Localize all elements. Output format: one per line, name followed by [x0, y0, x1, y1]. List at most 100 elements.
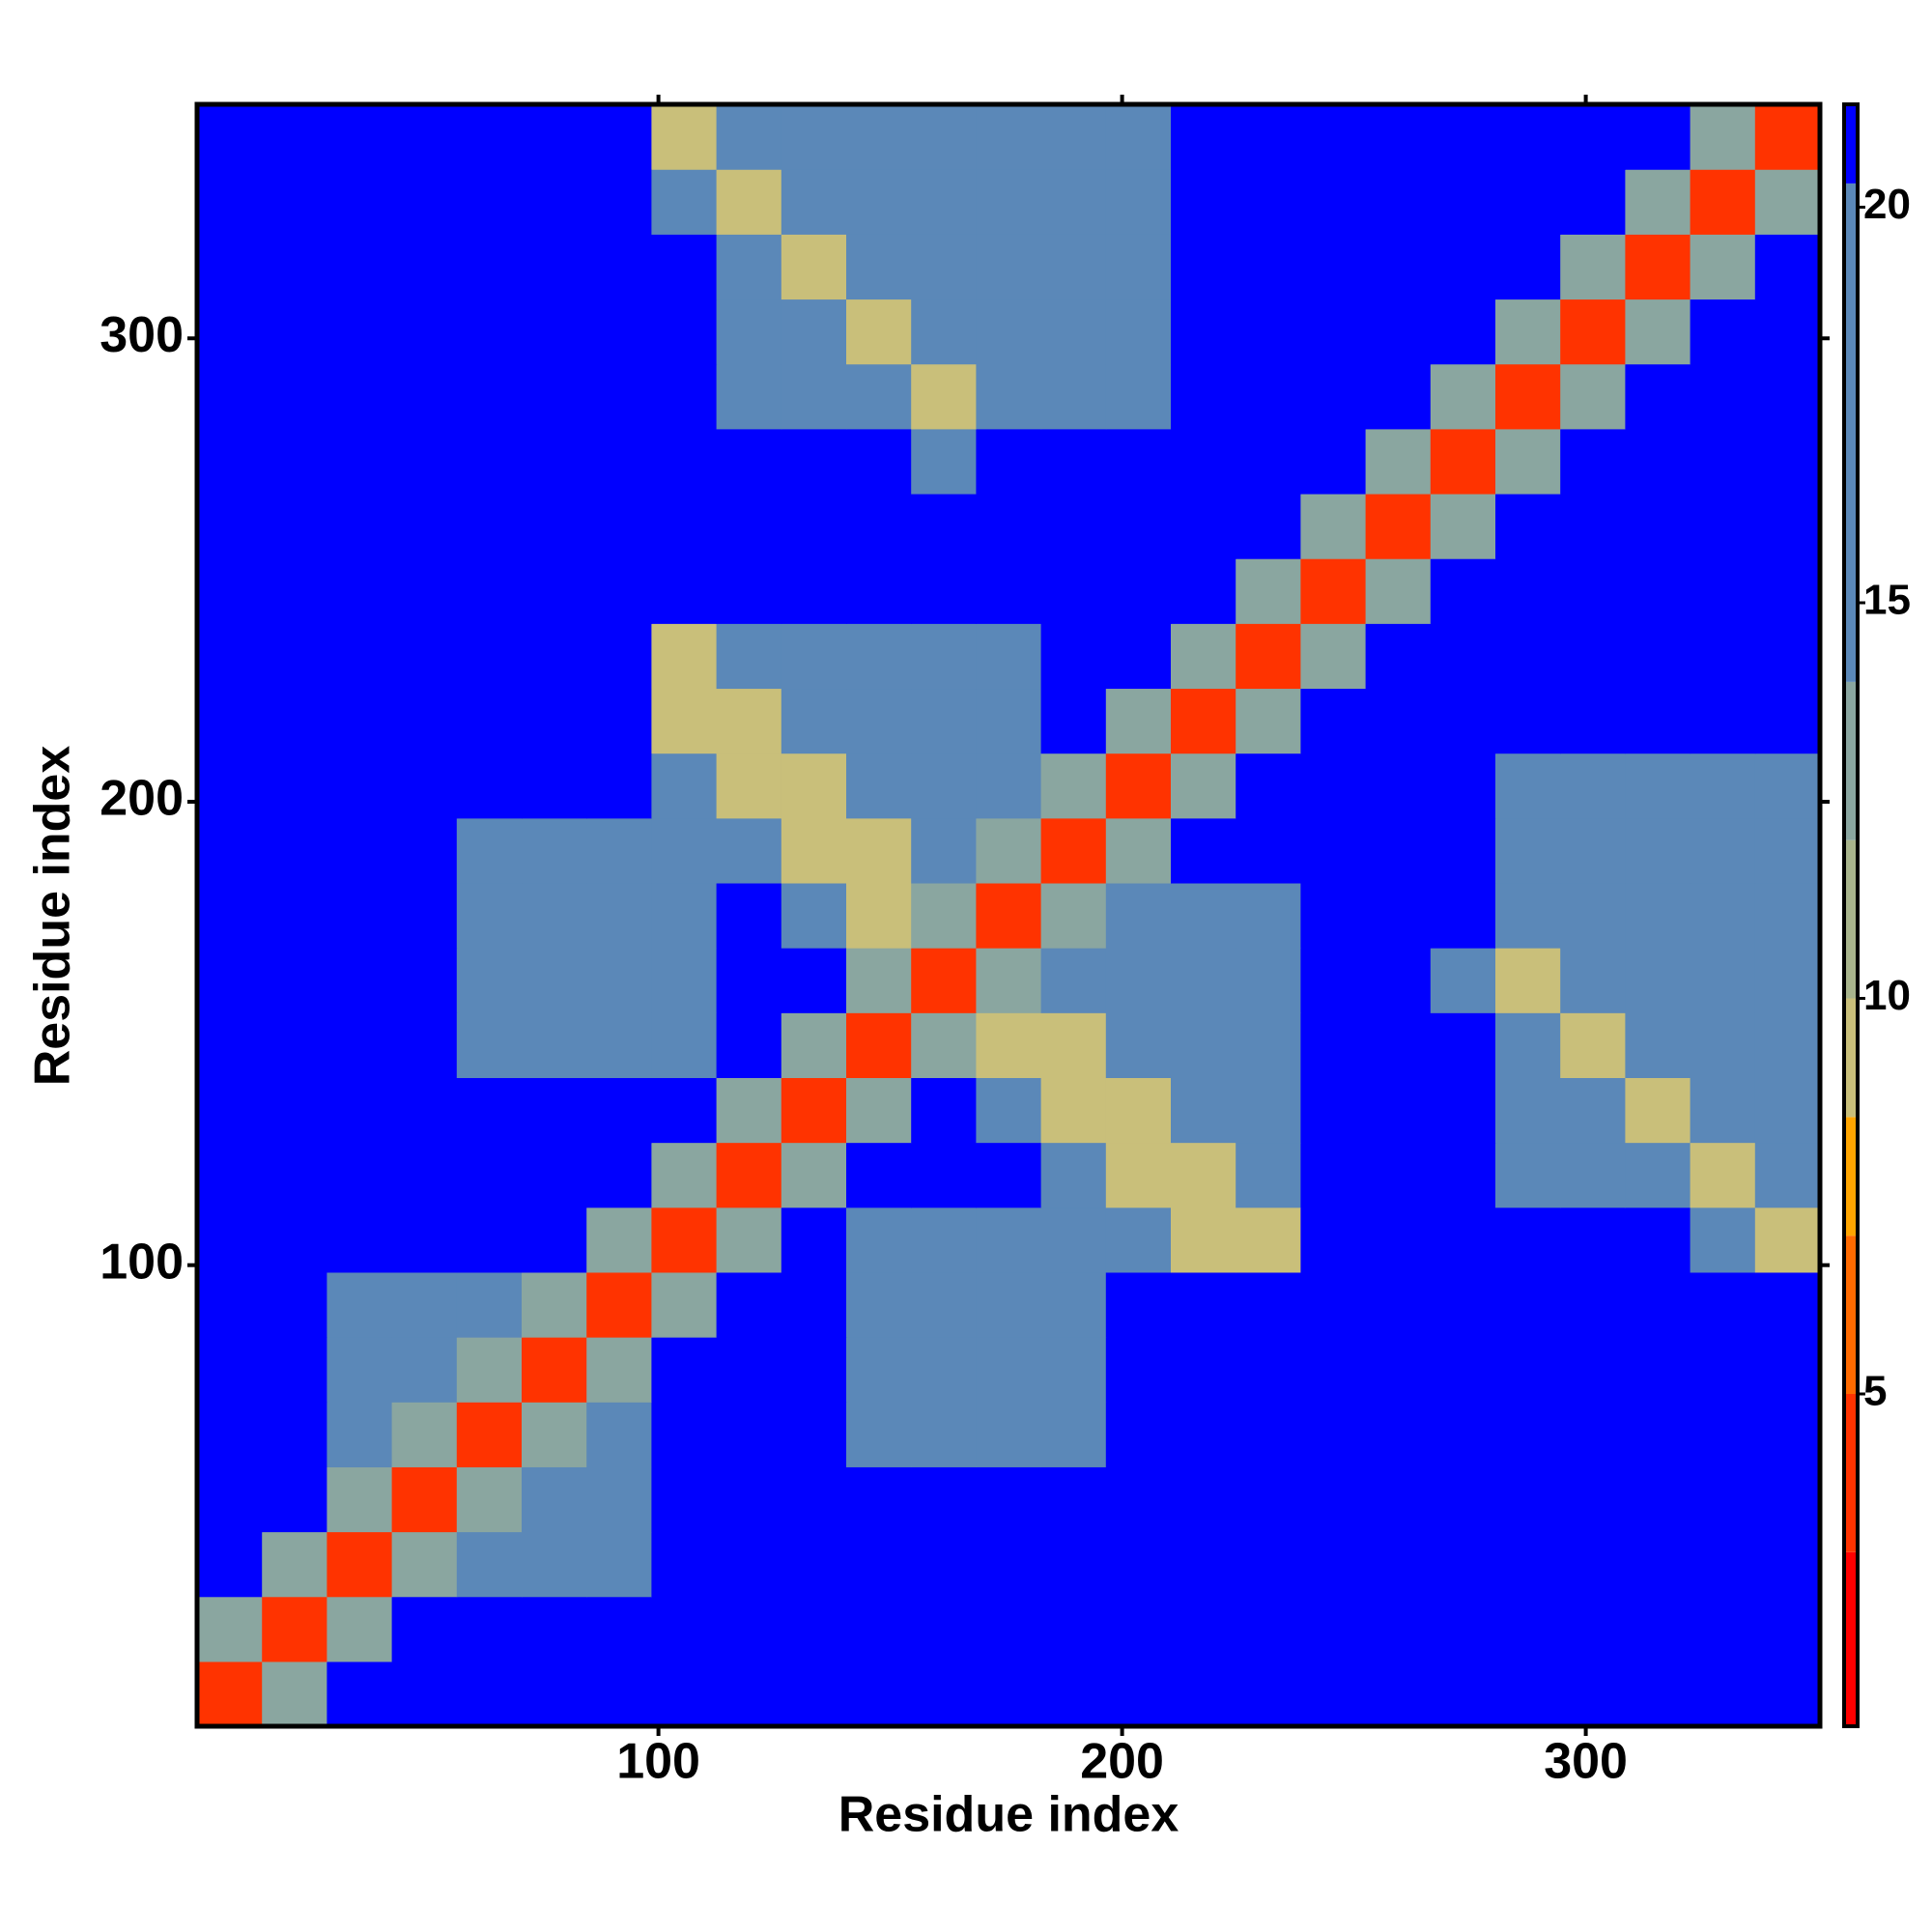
heatmap-cell [1365, 363, 1432, 430]
heatmap-cell [1495, 1466, 1561, 1533]
heatmap-cell [586, 1661, 652, 1727]
heatmap-cell [1105, 1402, 1172, 1467]
heatmap-cell [1171, 234, 1236, 300]
heatmap-cell [391, 1531, 458, 1598]
heatmap-cell [522, 1531, 587, 1598]
heatmap-cell [1300, 623, 1367, 690]
heatmap-cell [456, 493, 523, 559]
heatmap-cell [1430, 882, 1496, 949]
heatmap-cell [781, 1402, 847, 1467]
heatmap-cell [651, 882, 718, 949]
heatmap-cell [651, 623, 718, 690]
heatmap-cell [976, 558, 1042, 624]
heatmap-cell [1430, 1531, 1496, 1598]
heatmap-cell [976, 1337, 1042, 1403]
heatmap-cell [1040, 1402, 1107, 1467]
heatmap-cell [781, 104, 847, 170]
heatmap-cell [197, 1271, 263, 1338]
heatmap-cell [911, 882, 977, 949]
heatmap-cell [1754, 169, 1821, 235]
heatmap-cell [1171, 623, 1236, 690]
heatmap-cell [1300, 1337, 1367, 1403]
heatmap-cell [522, 1077, 587, 1144]
heatmap-cell [522, 104, 587, 170]
heatmap-cell [716, 1142, 782, 1208]
heatmap-cell [1171, 817, 1236, 884]
heatmap-cell [781, 1012, 847, 1078]
heatmap-cell [1754, 428, 1821, 495]
heatmap-cell [1495, 558, 1561, 624]
heatmap-cell [651, 363, 718, 430]
heatmap-cell [1690, 1531, 1756, 1598]
heatmap-cell [1430, 1207, 1496, 1273]
heatmap-cell [197, 753, 263, 819]
heatmap-cell [846, 234, 912, 300]
heatmap-cell [262, 1531, 327, 1598]
heatmap-cell [1171, 104, 1236, 170]
heatmap-cell [1560, 688, 1626, 754]
heatmap-cell [1236, 1207, 1301, 1273]
heatmap-cell [1105, 298, 1172, 365]
heatmap-cell [1300, 1661, 1367, 1727]
heatmap-cell [522, 688, 587, 754]
heatmap-cell [327, 234, 393, 300]
heatmap-cell [1625, 298, 1691, 365]
heatmap-cell [1754, 1596, 1821, 1662]
y-axis-title: Residue index [25, 746, 81, 1087]
heatmap-cell [262, 688, 327, 754]
heatmap-cell [1365, 428, 1432, 495]
heatmap-cell [651, 169, 718, 235]
heatmap-cell [1300, 363, 1367, 430]
heatmap-cell [1690, 1402, 1756, 1467]
heatmap-cell [522, 1596, 587, 1662]
heatmap-cell [1040, 298, 1107, 365]
heatmap-cell [1625, 948, 1691, 1013]
heatmap-cell [1365, 234, 1432, 300]
heatmap-cell [1690, 753, 1756, 819]
heatmap-cell [522, 298, 587, 365]
heatmap-cell [327, 493, 393, 559]
colorbar-segment [1844, 1551, 1858, 1726]
heatmap-cell [1560, 1596, 1626, 1662]
heatmap-cell [1430, 1142, 1496, 1208]
heatmap-cell [1040, 688, 1107, 754]
heatmap-cell [586, 234, 652, 300]
heatmap-cell [1625, 1077, 1691, 1144]
heatmap-cell [1560, 1661, 1626, 1727]
heatmap-cell [846, 1402, 912, 1467]
heatmap-cell [1300, 1466, 1367, 1533]
heatmap-cell [1040, 428, 1107, 495]
heatmap-cell [1236, 882, 1301, 949]
heatmap-cell [1040, 948, 1107, 1013]
heatmap-cell [1171, 1531, 1236, 1598]
heatmap-cell [1430, 363, 1496, 430]
heatmap-cell [522, 493, 587, 559]
heatmap-cell [197, 882, 263, 949]
heatmap-cell [716, 1466, 782, 1533]
heatmap-cell [522, 623, 587, 690]
heatmap-cell [1560, 1337, 1626, 1403]
heatmap-cell [846, 428, 912, 495]
heatmap-cell [781, 753, 847, 819]
heatmap-cell [1171, 1596, 1236, 1662]
heatmap-cell [1430, 688, 1496, 754]
heatmap-cell [1105, 363, 1172, 430]
heatmap-cell [976, 234, 1042, 300]
heatmap-cell [197, 817, 263, 884]
heatmap-cell [586, 1271, 652, 1338]
heatmap-cell [716, 558, 782, 624]
heatmap-cell [1625, 493, 1691, 559]
heatmap-cell [716, 298, 782, 365]
heatmap-cell [911, 1077, 977, 1144]
heatmap-cell [1495, 688, 1561, 754]
heatmap-cell [1105, 1271, 1172, 1338]
heatmap-cell [1365, 1596, 1432, 1662]
heatmap-cell [651, 298, 718, 365]
heatmap-cell [197, 1466, 263, 1533]
colorbar-segment [1844, 104, 1858, 184]
heatmap-cell [1365, 1012, 1432, 1078]
heatmap-cell [1365, 169, 1432, 235]
heatmap-cell [262, 753, 327, 819]
heatmap-cell [911, 623, 977, 690]
heatmap-cell [1236, 234, 1301, 300]
